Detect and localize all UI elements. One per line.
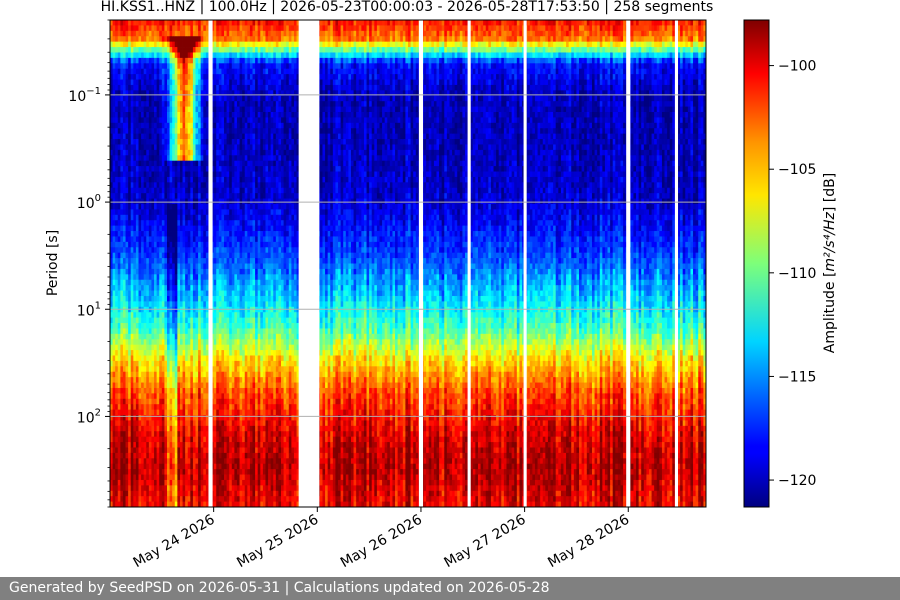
gap-3 — [467, 20, 471, 507]
gap-2 — [418, 20, 424, 507]
data-gaps — [208, 20, 679, 507]
x-tick-label: May 27 2026 — [442, 512, 529, 572]
colorbar-ticks: −100 −105 −110 −115 −120 — [769, 59, 816, 489]
footer-bar: Generated by SeedPSD on 2026-05-31 | Cal… — [0, 577, 900, 600]
gap-4 — [523, 20, 527, 507]
y-axis-label: Period [s] — [45, 230, 61, 296]
y-tick-label: 102 — [77, 407, 101, 426]
x-tick-label: May 25 2026 — [234, 512, 321, 572]
y-tick-label: 101 — [77, 300, 101, 319]
x-tick-label: May 26 2026 — [338, 512, 425, 572]
colorbar-tick-label: −100 — [778, 59, 816, 75]
gap-1 — [298, 20, 320, 507]
colorbar-tick-label: −110 — [778, 266, 816, 282]
heatmap-cells — [110, 20, 707, 508]
y-tick-label: 100 — [77, 193, 101, 212]
colorbar-tick-label: −115 — [778, 369, 816, 385]
footer-text: Generated by SeedPSD on 2026-05-31 | Cal… — [9, 580, 550, 596]
x-axis: May 24 2026 May 25 2026 May 26 2026 May 27 … — [131, 507, 632, 572]
y-tick-label: 10−1 — [68, 86, 101, 105]
colorbar-label-units: m²/s⁴/Hz — [822, 211, 838, 271]
y-axis: 10−1 100 101 102 — [68, 19, 110, 508]
colorbar-label: Amplitude [m²/s⁴/Hz] [dB] — [822, 173, 838, 353]
colorbar-tick-label: −105 — [778, 162, 816, 178]
x-tick-label: May 24 2026 — [131, 512, 218, 572]
colorbar-label-suffix: ] [dB] — [822, 173, 838, 212]
gap-5 — [626, 20, 631, 507]
horizontal-gridlines — [110, 94, 706, 417]
colorbar-label-prefix: Amplitude [ — [822, 272, 838, 354]
chart-title: HI.KSS1..HNZ | 100.0Hz | 2026-05-23T00:0… — [101, 0, 714, 15]
colorbar-tick-label: −120 — [778, 473, 816, 489]
gap-0 — [208, 20, 213, 507]
colorbar — [743, 19, 770, 508]
plot-frame — [109, 19, 707, 508]
gap-6 — [674, 20, 679, 507]
x-tick-label: May 28 2026 — [545, 512, 632, 572]
